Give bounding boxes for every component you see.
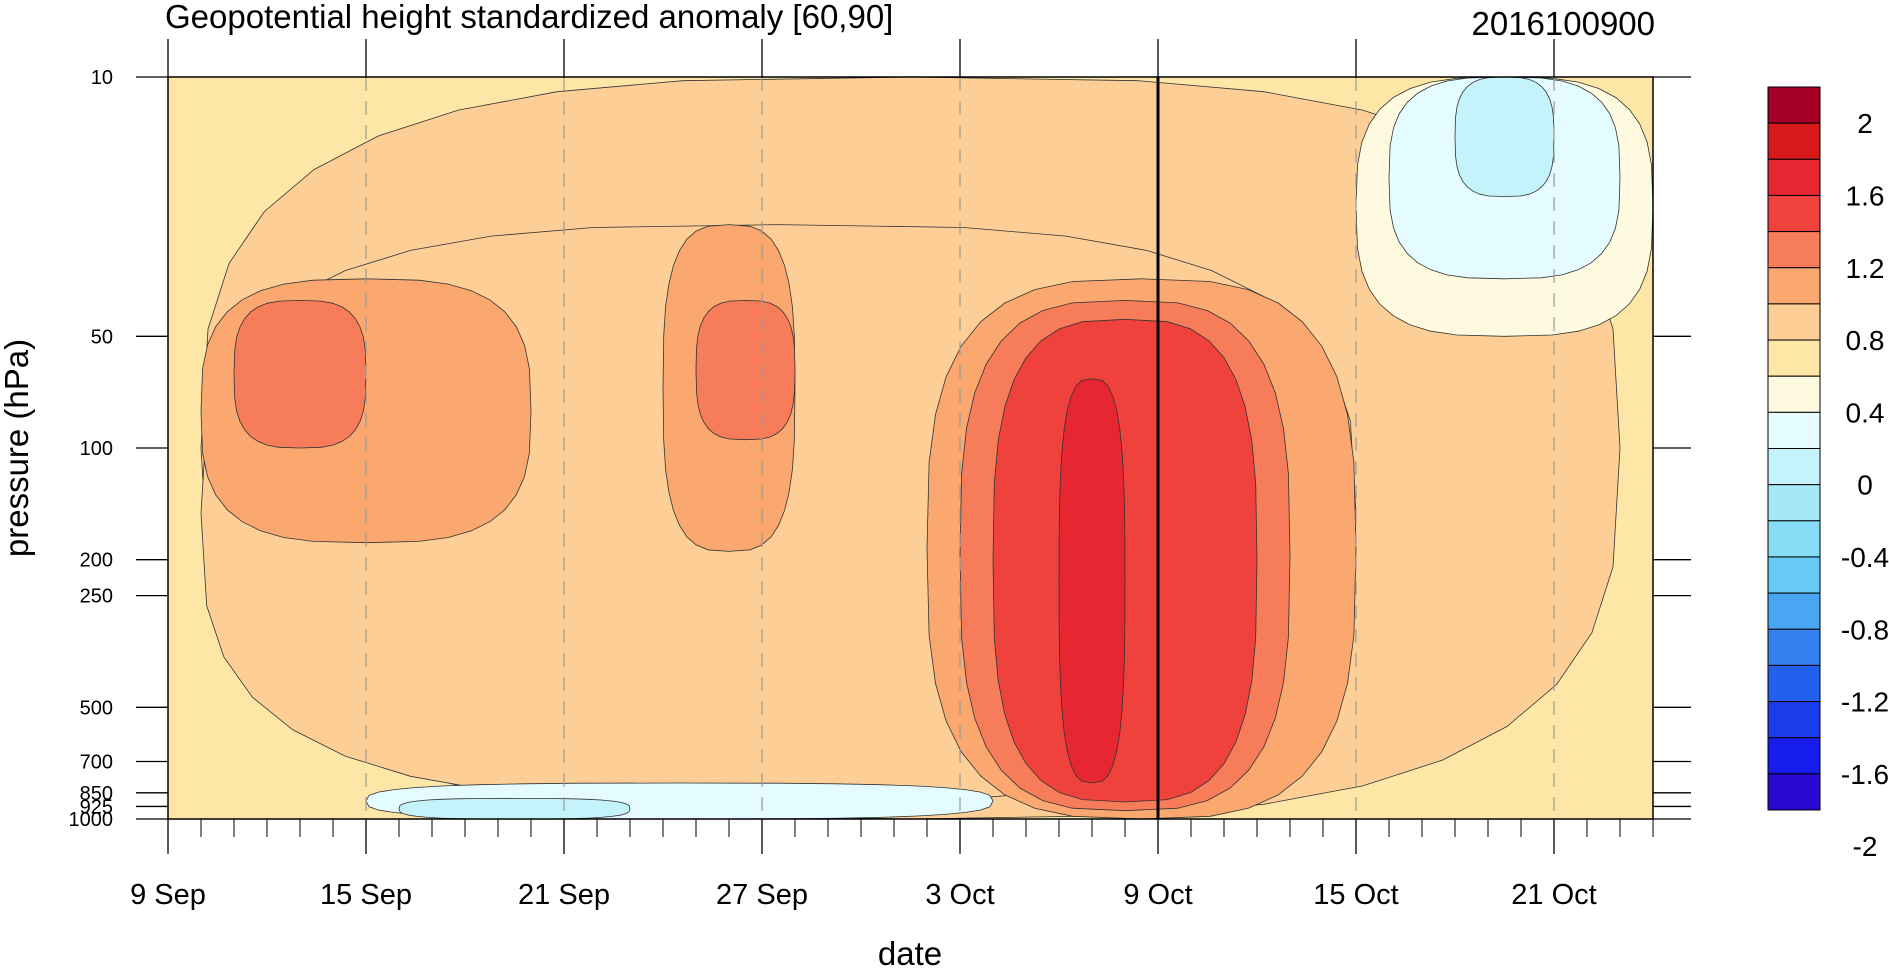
colorbar-label-3: 0.8 [1846, 325, 1885, 356]
x-tick-label-4: 3 Oct [925, 879, 994, 911]
x-tick-label-7: 21 Oct [1511, 879, 1596, 911]
colorbar-label-1: 1.6 [1846, 180, 1885, 211]
colorbar-swatch-5 [1767, 267, 1821, 305]
colorbar-swatch-19 [1767, 773, 1821, 811]
colorbar-label-8: -1.2 [1841, 687, 1889, 718]
colorbar-swatch-9 [1767, 411, 1821, 450]
x-tick-label-5: 9 Oct [1123, 879, 1192, 911]
contour-region-16 [1454, 77, 1555, 197]
colorbar-swatch-11 [1767, 484, 1821, 522]
colorbar-label-9: -1.6 [1841, 759, 1889, 790]
x-tick-label-1: 15 Sep [320, 879, 412, 911]
contour-region-7 [695, 299, 796, 441]
colorbar-label-6: -0.4 [1841, 542, 1889, 573]
colorbar-label-5: 0 [1857, 470, 1873, 501]
y-tick-label-500: 500 [80, 697, 113, 719]
x-tick-label-0: 9 Sep [130, 879, 206, 911]
date-gridlines [365, 77, 1555, 819]
x-axis-label: date [878, 935, 942, 969]
chart-title: Geopotential height standardized anomaly… [165, 0, 893, 35]
colorbar-label-4: 0.4 [1846, 397, 1885, 428]
x-tick-label-6: 15 Oct [1313, 879, 1398, 911]
colorbar-swatch-10 [1767, 448, 1821, 486]
colorbar-swatch-7 [1767, 339, 1821, 377]
y-tick-label-200: 200 [80, 550, 113, 572]
contour-region-6 [233, 299, 367, 449]
colorbar-swatch-18 [1767, 737, 1821, 775]
colorbar-swatch-12 [1767, 520, 1821, 558]
y-tick-label-850: 850 [80, 783, 113, 805]
colorbar: 2 1.6 1.2 0.8 0.4 0 -0.4 -0.8 -1.2 -1.6 -2 [1767, 86, 1889, 862]
y-tick-label-10: 10 [91, 67, 113, 89]
contour-region-11 [1058, 378, 1126, 784]
colorbar-swatch-6 [1767, 303, 1821, 341]
colorbar-label-2: 1.2 [1846, 253, 1885, 284]
colorbar-swatch-2 [1767, 158, 1821, 196]
y-axis-label: pressure (hPa) [0, 339, 35, 557]
colorbar-swatch-1 [1767, 122, 1821, 160]
chart-timestamp: 2016100900 [1471, 5, 1655, 42]
colorbar-swatch-0 [1767, 86, 1821, 124]
y-tick-label-925: 925 [80, 796, 113, 818]
colorbar-label-0: 2 [1857, 108, 1873, 139]
plot-area [168, 77, 1653, 819]
x-axis: 9 Sep 15 Sep 21 Sep 27 Sep 3 Oct 9 Oct 15 Oct 2… [130, 39, 1654, 911]
x-tick-label-2: 21 Sep [518, 879, 610, 911]
y-tick-label-250: 250 [80, 586, 113, 608]
colorbar-swatch-15 [1767, 628, 1821, 666]
colorbar-swatch-14 [1767, 592, 1821, 630]
colorbar-swatch-13 [1767, 556, 1821, 594]
colorbar-swatch-8 [1767, 375, 1821, 413]
colorbar-swatch-3 [1767, 194, 1821, 233]
y-tick-label-50: 50 [91, 326, 113, 348]
colorbar-swatch-16 [1767, 664, 1821, 703]
colorbar-swatch-17 [1767, 701, 1821, 739]
x-tick-label-3: 27 Sep [716, 879, 808, 911]
y-tick-label-100: 100 [80, 438, 113, 460]
y-tick-label-1000: 1000 [69, 809, 114, 831]
colorbar-label-7: -0.8 [1841, 614, 1889, 645]
colorbar-label-10: -2 [1853, 831, 1878, 862]
y-tick-label-700: 700 [80, 752, 113, 774]
colorbar-swatch-4 [1767, 231, 1821, 269]
contour-region-13 [398, 797, 631, 819]
